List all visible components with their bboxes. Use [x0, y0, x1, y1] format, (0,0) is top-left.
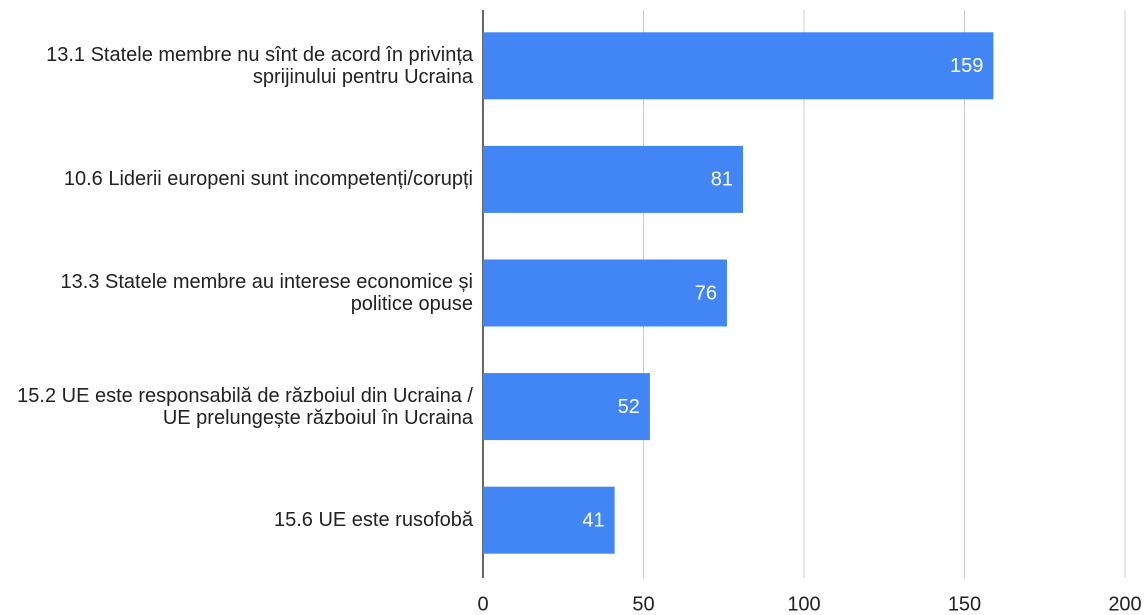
- bar: [483, 486, 615, 554]
- y-tick-label: 15.2 UE este responsabilă de războiul di…: [17, 384, 473, 429]
- y-tick-label: 15.6 UE este rusofobă: [273, 509, 473, 532]
- value-label: 159: [950, 55, 983, 77]
- value-label: 81: [711, 169, 733, 191]
- y-tick-label: 10.6 Liderii europeni sunt incompetenți/…: [63, 168, 473, 191]
- x-tick-label: 50: [632, 593, 654, 615]
- bar: [483, 32, 994, 100]
- value-label: 41: [582, 509, 604, 531]
- x-tick-label: 0: [477, 593, 488, 615]
- x-tick-label: 150: [948, 593, 981, 615]
- value-label: 52: [618, 396, 640, 418]
- y-tick-label: 13.1 Statele membre nu sînt de acord în …: [46, 43, 473, 88]
- bar: [483, 259, 727, 327]
- value-label: 76: [695, 282, 717, 304]
- x-tick-label: 100: [787, 593, 820, 615]
- y-tick-label: 13.3 Statele membre au interese economic…: [60, 270, 473, 315]
- bar: [483, 145, 744, 213]
- bar: [483, 373, 650, 441]
- x-tick-label: 200: [1108, 593, 1141, 615]
